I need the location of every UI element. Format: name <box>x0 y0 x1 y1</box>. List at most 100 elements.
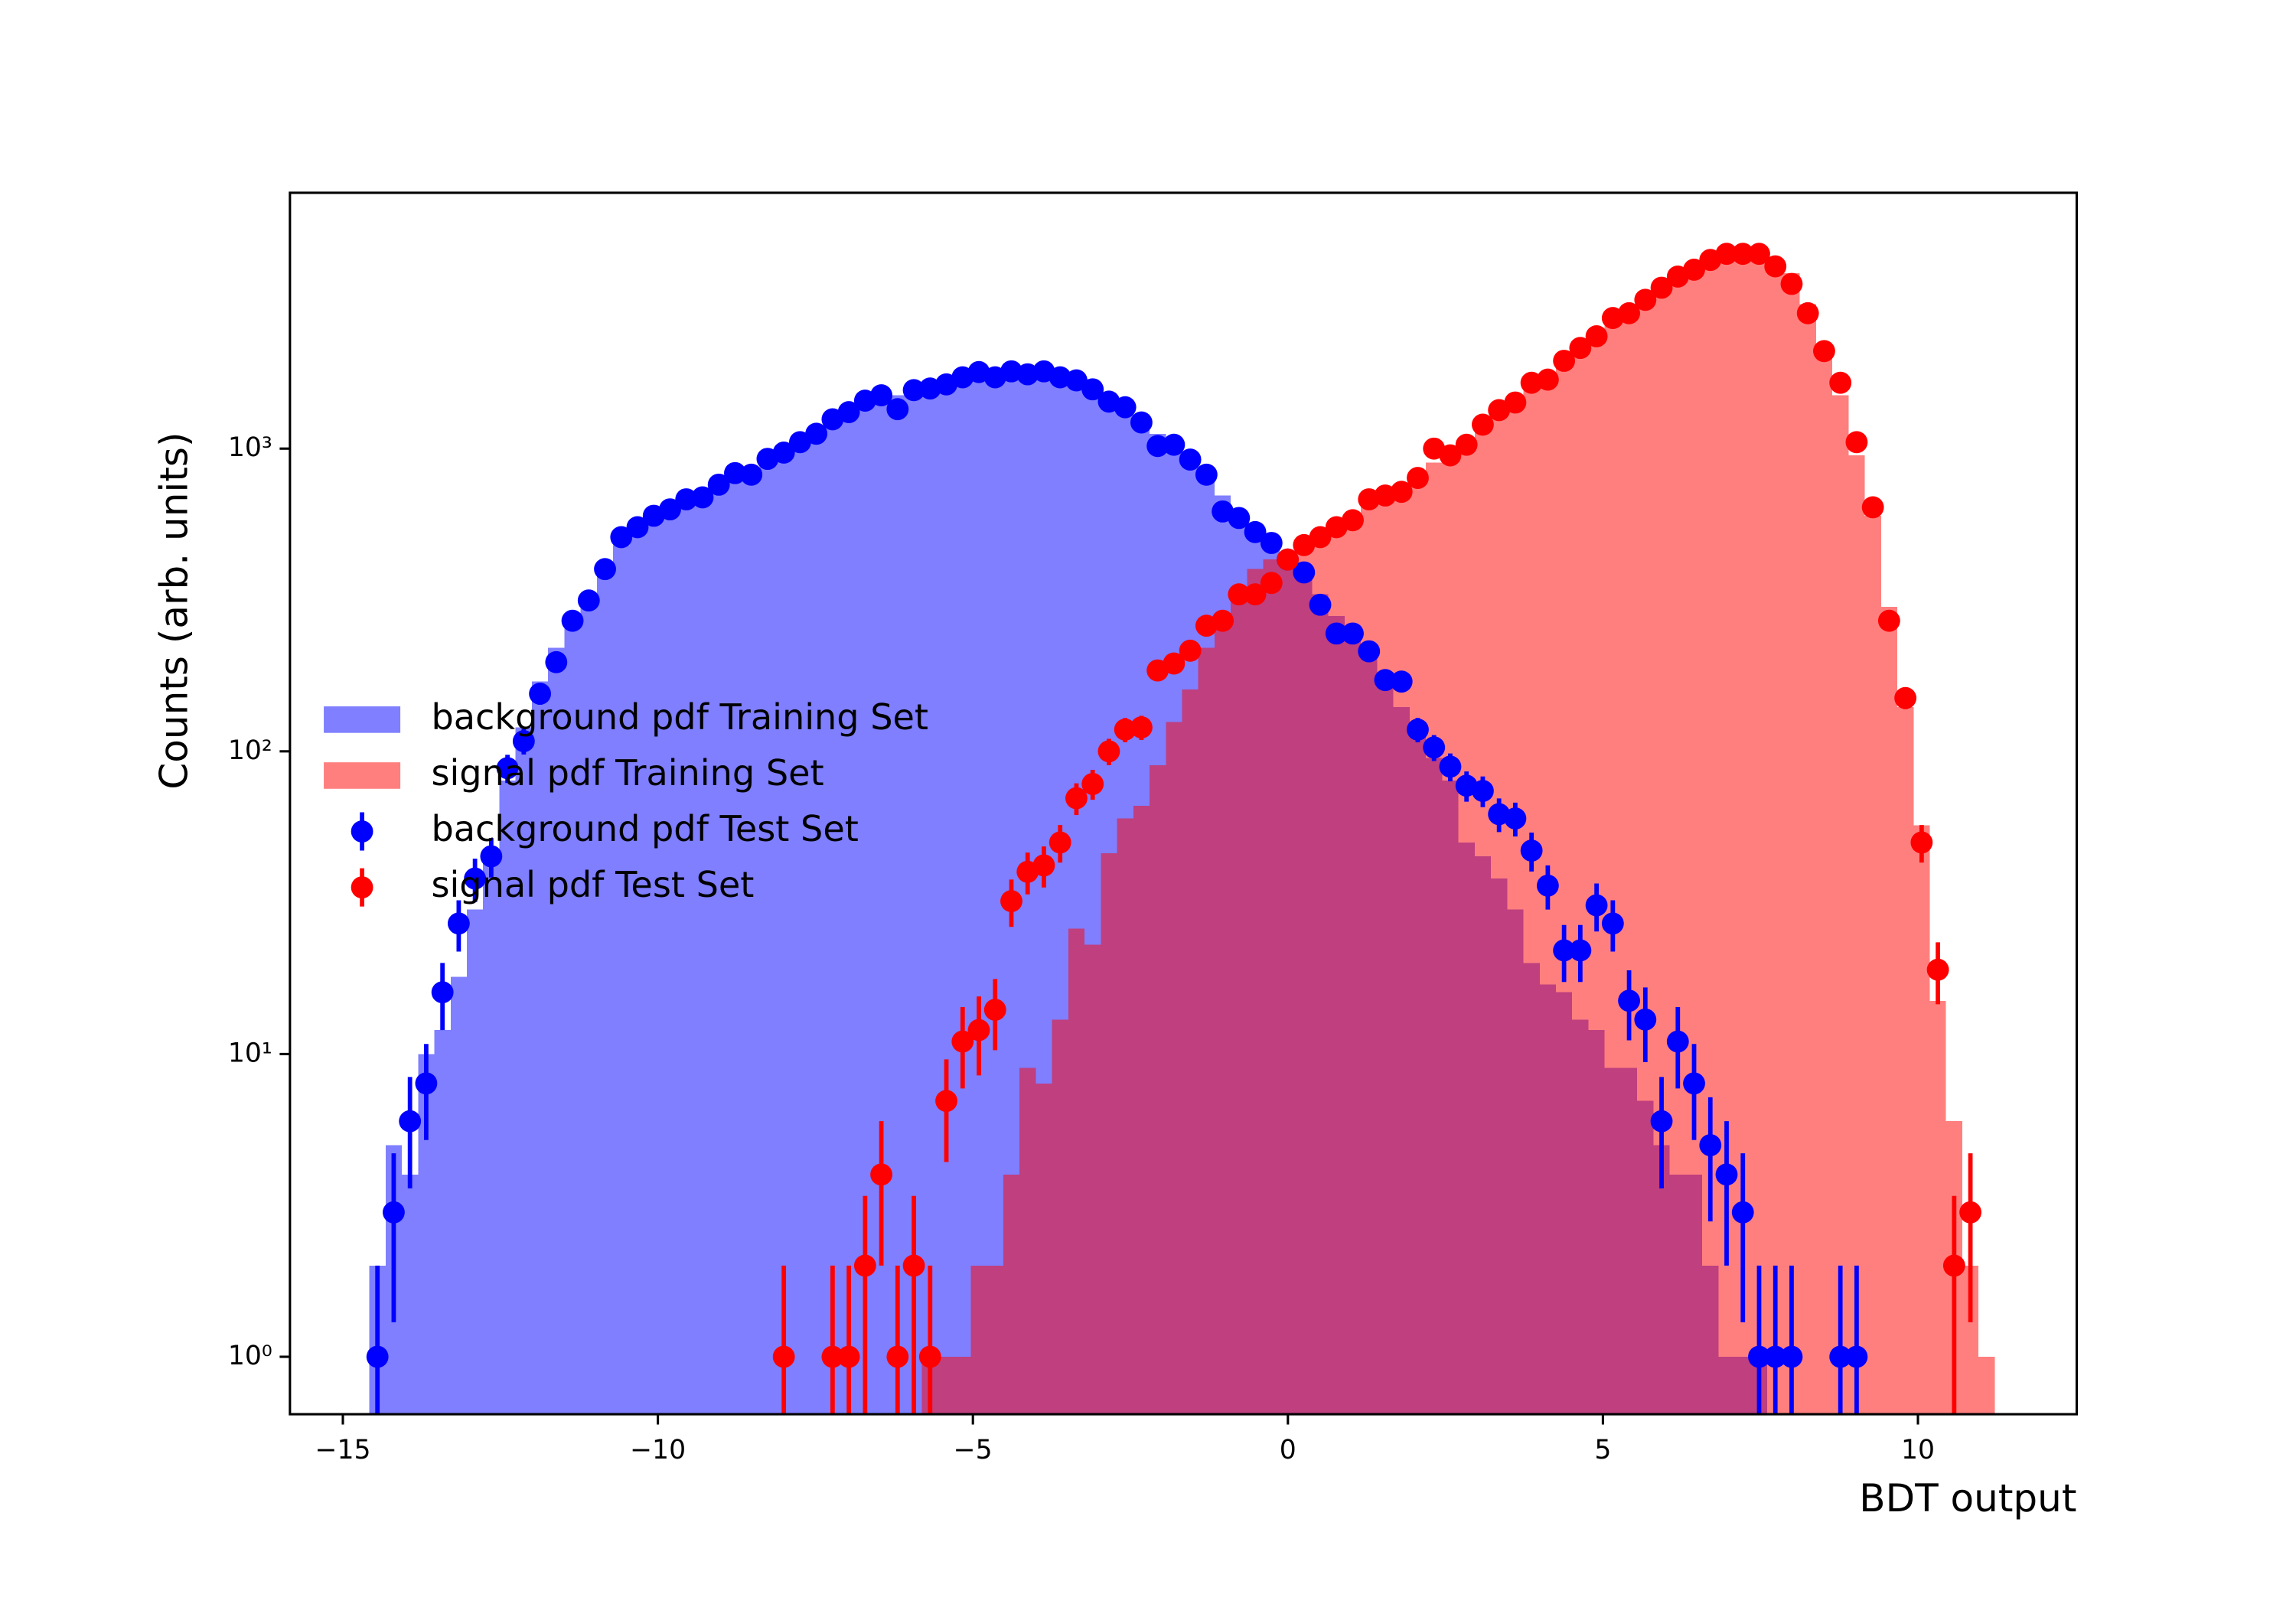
histogram-bar <box>467 909 484 1415</box>
data-point <box>870 384 893 406</box>
data-point <box>1032 854 1055 877</box>
data-point <box>1472 413 1494 436</box>
histogram-bar <box>645 515 662 1415</box>
legend-swatch <box>351 820 373 843</box>
histogram-bar <box>1003 1174 1020 1415</box>
data-point <box>1260 532 1283 554</box>
histogram-bar <box>1815 344 1833 1415</box>
histogram-bar <box>1734 252 1751 1415</box>
data-point <box>1780 1345 1803 1368</box>
histogram-bar <box>1913 825 1930 1415</box>
data-point <box>788 431 811 454</box>
data-point <box>772 442 795 464</box>
histogram-bar <box>710 486 727 1415</box>
data-point <box>1277 548 1299 571</box>
data-point <box>480 845 503 868</box>
histogram-bar <box>1409 474 1427 1415</box>
data-point <box>496 757 519 780</box>
data-point <box>902 1254 925 1277</box>
data-point <box>1877 609 1900 632</box>
axes-frame <box>289 191 2078 1416</box>
histogram-bar <box>1101 853 1117 1415</box>
histogram-bar <box>434 1030 451 1415</box>
legend: background pdf Training Set signal pdf Tr… <box>324 696 928 907</box>
data-point <box>1114 718 1137 741</box>
histogram-bar <box>1133 806 1150 1415</box>
data-point <box>1439 444 1462 467</box>
legend-label: signal pdf Test Set <box>431 864 754 905</box>
histogram-bar <box>499 781 516 1415</box>
histogram-bar <box>1035 1083 1052 1415</box>
data-point <box>1455 433 1478 456</box>
histogram-bar <box>1718 255 1735 1415</box>
histogram-bar <box>531 681 549 1415</box>
data-point <box>1618 302 1640 324</box>
histogram-bar <box>694 495 711 1415</box>
data-point <box>399 1110 422 1133</box>
histogram-bar <box>840 412 857 1415</box>
data-point <box>659 498 681 521</box>
data-point <box>1081 773 1104 795</box>
histogram-bar <box>1458 438 1475 1415</box>
data-point <box>1910 831 1933 854</box>
histogram-bar <box>1377 495 1394 1415</box>
histogram-bar <box>1555 363 1573 1415</box>
histogram-bar <box>905 392 922 1415</box>
data-point <box>431 981 454 1004</box>
histogram-bar <box>1231 588 1247 1415</box>
legend-label: signal pdf Training Set <box>431 752 823 794</box>
data-point <box>707 473 730 496</box>
data-point <box>1000 890 1022 913</box>
histogram-bar <box>970 376 987 1415</box>
histogram-bar <box>1019 1068 1036 1415</box>
histogram-bar <box>1783 272 1800 1415</box>
histogram-bar <box>1669 275 1686 1415</box>
data-point <box>1536 874 1559 897</box>
histogram-bar <box>596 562 614 1415</box>
data-point <box>1618 989 1640 1012</box>
histogram-bar <box>1426 462 1443 1415</box>
data-point <box>1179 448 1202 471</box>
data-point <box>1472 780 1494 802</box>
data-point <box>1244 583 1267 606</box>
histogram-bar <box>1247 569 1264 1415</box>
histogram-bar <box>759 462 776 1415</box>
data-point <box>1650 1110 1673 1133</box>
data-point <box>1293 561 1316 584</box>
histogram-bar <box>1637 298 1654 1415</box>
histogram-bar <box>938 1357 955 1415</box>
y-tick-label: 10² <box>228 735 272 766</box>
data-point <box>691 486 714 509</box>
histogram-bar <box>1929 1000 1946 1415</box>
data-point <box>1163 433 1186 456</box>
data-point <box>1894 686 1917 709</box>
data-point <box>626 516 649 539</box>
histogram-bar <box>954 1357 971 1415</box>
data-point <box>1829 1345 1852 1368</box>
y-tick-label: 10⁰ <box>228 1341 272 1371</box>
histogram-bar <box>1263 559 1280 1415</box>
histogram-bar <box>1344 515 1362 1415</box>
data-point <box>951 1030 974 1053</box>
data-point <box>886 398 909 421</box>
data-point <box>1342 509 1364 532</box>
y-tick-label: 10³ <box>228 432 272 463</box>
histogram-bar <box>808 433 825 1415</box>
data-point <box>1731 1201 1754 1224</box>
data-point <box>1228 583 1251 606</box>
histogram-bar <box>1182 689 1199 1415</box>
data-point <box>1715 243 1738 266</box>
histogram-bar <box>775 454 792 1415</box>
data-point <box>724 461 746 484</box>
data-point <box>967 1019 990 1041</box>
y-tick-label: 10¹ <box>228 1038 272 1068</box>
data-point <box>1423 736 1446 759</box>
data-point <box>870 1163 893 1186</box>
data-point <box>1666 1030 1689 1053</box>
legend-swatch <box>324 706 401 733</box>
data-point <box>1049 831 1071 854</box>
data-point <box>1390 670 1413 693</box>
data-point <box>1130 716 1153 738</box>
histogram-bar <box>1799 304 1816 1415</box>
